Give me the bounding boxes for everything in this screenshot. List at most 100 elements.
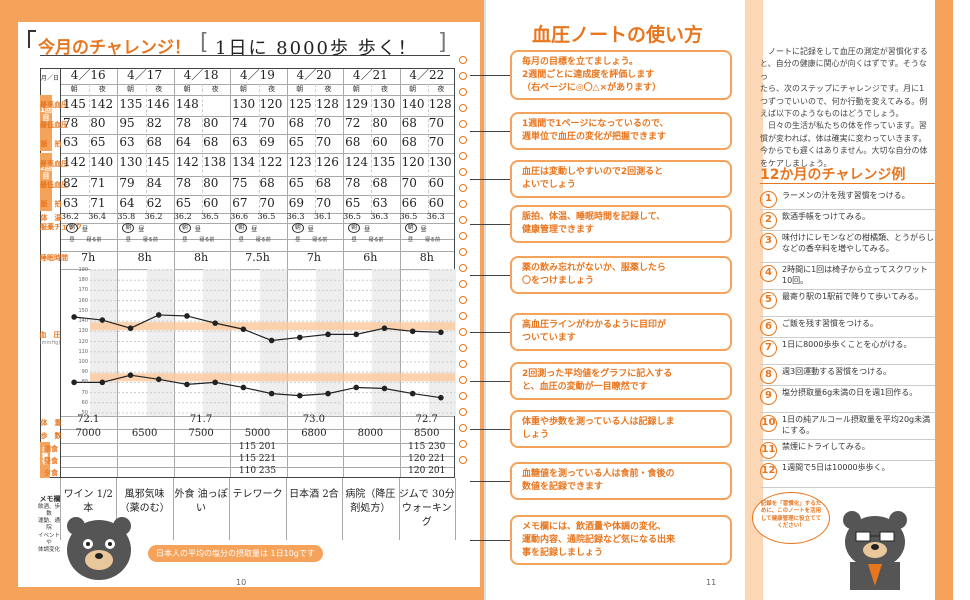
medicine-noon-2: 昼 xyxy=(351,237,357,243)
data-point xyxy=(353,331,360,338)
temp-pm: 36.1 xyxy=(313,212,332,221)
second-pulse-pm: 62 xyxy=(146,196,162,210)
day-column-line xyxy=(286,69,288,477)
header-underline xyxy=(40,55,450,56)
weight-value: 73.0 xyxy=(302,414,326,425)
first-pulse-am: 68 xyxy=(401,135,417,149)
second-max-am: 134 xyxy=(232,155,256,169)
medicine-noon-2: 昼 xyxy=(182,237,188,243)
examples-title-underline xyxy=(760,183,935,184)
challenge-title: 今月のチャレンジ！ xyxy=(38,38,191,58)
memo-value: 病院（降圧剤処方） xyxy=(345,489,396,514)
first-min-pm: 80 xyxy=(203,116,219,130)
y-tick-label: 50 xyxy=(81,410,88,416)
first-max-am: 145 xyxy=(63,97,86,111)
am-label: 朝 xyxy=(239,85,247,93)
intro-text: ノートに記録をして血圧の測定が習慣化する と、自分の健康に関心が向くはずです。そう… xyxy=(760,46,930,170)
challenge-example: 5 最寄り駅の1駅前で降りて歩いてみる。 xyxy=(760,290,935,317)
label-min-bp-2: 最低血圧 xyxy=(40,181,68,189)
first-min-pm: 80 xyxy=(90,116,106,130)
binder-rings xyxy=(459,56,469,472)
intro-line: をケアしましょう。 xyxy=(760,158,832,168)
first-max-pm: 142 xyxy=(90,97,114,111)
example-text: 2時間に1回は椅子から立ってスクワット10回。 xyxy=(782,265,928,285)
example-text: 1日の純アルコール摂取量を平均20g未満にする。 xyxy=(782,415,931,435)
second-min-pm: 60 xyxy=(428,176,445,190)
example-number: 2 xyxy=(760,212,777,229)
glucose-dinner-value: 110 235 xyxy=(238,466,277,476)
label-breakfast: 朝食 xyxy=(44,445,58,453)
grid-row-line xyxy=(61,95,454,96)
salt-note: 日本人の平均の塩分の摂取量は 1日10gです xyxy=(148,545,323,562)
second-min-am: 75 xyxy=(232,176,248,190)
medicine-bedtime: 寝る前 xyxy=(86,237,102,243)
bear-speech-bubble: 記録を「習慣化」するために、このノートを活用して健康管理に役立ててください！ xyxy=(752,492,830,544)
second-min-am: 78 xyxy=(345,176,361,190)
data-point xyxy=(268,390,275,397)
page-number-right: 11 xyxy=(706,578,717,587)
am-label: 朝 xyxy=(352,85,360,93)
first-pulse-am: 63 xyxy=(119,135,135,149)
first-max-pm: 128 xyxy=(315,97,339,111)
y-tick-label: 110 xyxy=(78,348,88,355)
sleep-value: 8h xyxy=(194,251,209,264)
data-point xyxy=(212,379,218,386)
medicine-noon: 昼 xyxy=(420,226,427,233)
usage-tip: メモ欄には、飲酒量や体調の変化、 運動内容、通院記録など気になる出来 事を記録し… xyxy=(510,515,732,565)
intro-line: と、自分の健康に関心が向くはずです。そうなっ xyxy=(760,59,927,81)
grid-row-line xyxy=(61,116,454,117)
first-max-am: 129 xyxy=(345,97,369,111)
memo-value: ジムで 30分ウォーキング xyxy=(398,489,455,528)
series-line-2 xyxy=(74,374,441,399)
example-number: 12 xyxy=(760,463,777,480)
intro-line: 今からでも遅くはありません。大切な自分の体 xyxy=(760,146,928,156)
medicine-morning-circle: 朝 xyxy=(404,223,417,233)
steps-value: 7000 xyxy=(75,428,101,439)
tip-leader-line xyxy=(470,131,510,132)
bracket-left: [ xyxy=(200,30,209,55)
example-text: 味付けにレモンなどの柑橘類、とうがらしなどの香辛料を増やしてみる。 xyxy=(782,233,934,253)
medicine-bedtime: 寝る前 xyxy=(142,237,158,243)
second-pulse-pm: 60 xyxy=(203,196,219,210)
example-text: 週3回運動する習慣をつける。 xyxy=(782,367,892,376)
memo-value: ワイン 1/2本 xyxy=(63,489,113,514)
data-point xyxy=(71,314,77,320)
am-label: 朝 xyxy=(70,85,78,93)
y-tick-label: 60 xyxy=(81,399,88,406)
example-text: ご飯を残す習慣をつける。 xyxy=(782,319,878,328)
memo-column-line xyxy=(455,478,456,540)
example-number: 11 xyxy=(760,442,777,459)
pm-label: 夜 xyxy=(437,85,445,93)
grid-row-line xyxy=(61,456,454,457)
steps-value: 5000 xyxy=(244,428,271,439)
date-label: 4／19 xyxy=(240,68,275,82)
y-tick-label: 170 xyxy=(78,287,88,294)
second-pulse-am: 65 xyxy=(345,196,361,210)
sleep-value: 8h xyxy=(137,251,152,264)
memo-value: 外食 油っぽい xyxy=(174,489,228,514)
label-memo-sub: 飲酒、歩数 運動、通院 イベントや 体調変化 xyxy=(37,504,60,553)
temp-am: 36.6 xyxy=(230,212,249,221)
second-min-pm: 68 xyxy=(315,176,332,190)
medicine-morning-circle: 朝 xyxy=(291,223,304,233)
first-pulse-pm: 68 xyxy=(203,135,219,149)
label-bp: 血 圧 xyxy=(39,331,61,339)
second-max-pm: 138 xyxy=(203,155,226,169)
temp-am: 36.3 xyxy=(286,212,305,221)
data-point xyxy=(438,329,444,336)
data-point xyxy=(184,381,190,388)
label-sleep: 睡眠時間 xyxy=(40,254,68,262)
am-pm-divider xyxy=(89,84,91,213)
steps-value: 8500 xyxy=(414,428,440,439)
first-min-am: 68 xyxy=(401,116,417,130)
y-tick-label: 130 xyxy=(78,328,88,335)
data-point xyxy=(127,372,134,379)
challenge-example: 2 飲酒手帳をつけてみる。 xyxy=(760,210,935,231)
first-pulse-am: 63 xyxy=(232,135,248,149)
second-max-am: 123 xyxy=(288,155,312,169)
label-lunch: 昼食 xyxy=(44,457,58,465)
medicine-noon: 昼 xyxy=(251,226,258,233)
challenge-example: 6 ご飯を残す習慣をつける。 xyxy=(760,317,935,338)
first-pulse-pm: 69 xyxy=(259,135,275,149)
medicine-morning-circle: 朝 xyxy=(178,223,191,233)
